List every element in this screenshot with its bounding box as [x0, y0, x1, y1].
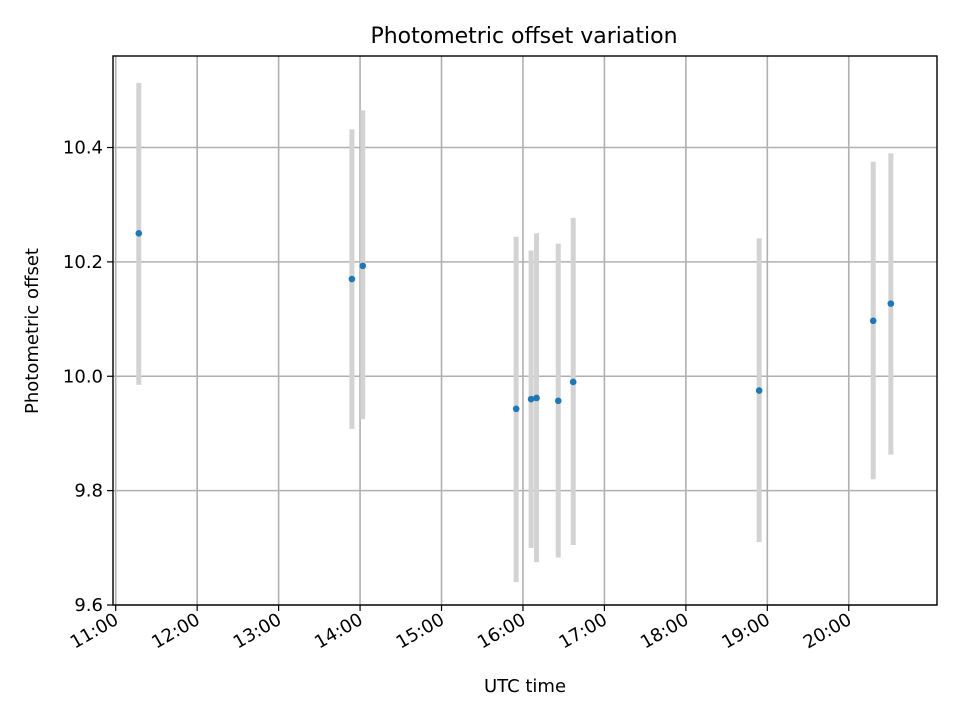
x-tick-label: 15:00 [393, 609, 448, 653]
data-point [887, 300, 895, 307]
x-tick-label: 13:00 [230, 609, 285, 653]
data-point [869, 317, 877, 325]
chart-title: Photometric offset variation [370, 24, 677, 49]
x-tick-label: 17:00 [555, 609, 610, 653]
data-point [527, 395, 535, 403]
y-axis-label: Photometric offset [22, 248, 43, 414]
data-point [569, 378, 577, 386]
y-tick-label: 9.6 [74, 595, 103, 616]
y-tick-label: 10.4 [63, 138, 103, 159]
x-axis-label: UTC time [484, 676, 566, 697]
x-tick-label: 12:00 [148, 609, 203, 653]
data-point [533, 394, 540, 402]
error-bars [136, 82, 894, 583]
data-point [348, 275, 356, 283]
data-points [135, 229, 895, 413]
x-tick-label: 18:00 [637, 609, 692, 653]
x-tick-label: 20:00 [800, 609, 855, 653]
data-point [554, 397, 562, 405]
data-point [512, 405, 520, 413]
y-tick-label: 10.0 [63, 366, 103, 387]
grid [113, 56, 937, 606]
y-tick-label: 10.2 [63, 252, 103, 273]
data-point [755, 387, 763, 394]
data-point [135, 229, 143, 237]
x-tick-label: 14:00 [311, 609, 366, 653]
data-point [359, 262, 367, 270]
y-axis: 9.6 9.8 10.0 10.2 10.4 [63, 138, 113, 616]
x-axis: 11:00 12:00 13:00 14:00 15:00 16:00 17:00 18:00… [67, 605, 855, 653]
x-tick-label: 16:00 [474, 609, 529, 653]
y-tick-label: 9.8 [74, 481, 103, 502]
plot-frame [112, 55, 938, 606]
x-tick-label: 19:00 [718, 609, 773, 653]
